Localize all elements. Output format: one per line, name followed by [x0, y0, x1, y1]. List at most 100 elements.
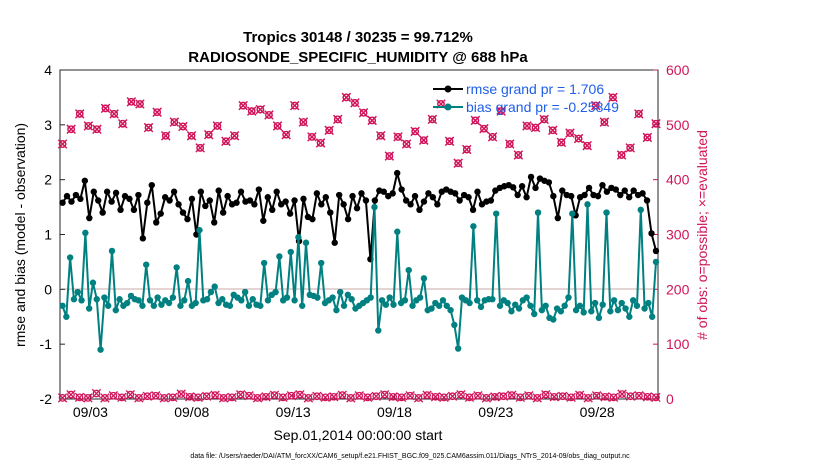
obs_bottom-point [91, 388, 102, 399]
obs_evaluated-point [221, 136, 231, 146]
bias-point [169, 294, 177, 301]
obs_bottom-point [447, 391, 458, 401]
bias-point [538, 306, 546, 314]
rmse-point [643, 197, 651, 204]
bias-point [595, 314, 603, 322]
obs_bottom-point [244, 391, 254, 401]
footnote: data file: /Users/raeder/DAI/ATM_forcXX/… [190, 453, 630, 460]
bias-point [451, 321, 458, 329]
bias-point [390, 301, 397, 308]
obs_evaluated-point [582, 141, 592, 151]
rmse-point [197, 188, 205, 195]
bias-point [633, 302, 641, 309]
series-bias [59, 201, 660, 353]
obs_evaluated-point [264, 110, 274, 120]
rmse-point [144, 199, 151, 206]
bias-point [219, 296, 226, 303]
obs_bottom-point [320, 392, 331, 403]
bias-point [66, 254, 74, 261]
obs_bottom-point [83, 393, 93, 403]
obs_bottom-point [261, 392, 271, 402]
bias-point [146, 297, 154, 304]
obs_evaluated-point [92, 124, 102, 134]
bias-point [439, 297, 447, 304]
obs_evaluated-point [341, 92, 352, 103]
rmse-point [175, 201, 182, 208]
x-tick-label: 09/28 [580, 404, 615, 420]
bias-point [184, 277, 192, 285]
obs_bottom-point [634, 391, 644, 401]
bias-point [238, 297, 245, 304]
rmse-point [81, 177, 89, 184]
left-tick-label: 0 [44, 281, 52, 297]
bias-point [386, 294, 393, 301]
rmse-point [434, 201, 441, 208]
obs_evaluated-point [599, 117, 610, 127]
obs_bottom-point [608, 392, 619, 403]
rmse-point [639, 190, 646, 197]
bias-point [569, 210, 576, 217]
bias-point [527, 302, 534, 309]
obs_bottom-point [558, 391, 568, 401]
bias-point [648, 313, 656, 320]
bias-point [344, 291, 352, 299]
bias-point [473, 297, 481, 304]
obs_bottom-point [252, 393, 263, 403]
obs_evaluated-point [539, 114, 549, 125]
rmse-point [282, 198, 289, 205]
legend-bias-marker [444, 103, 452, 111]
bias-point [291, 297, 298, 304]
obs_evaluated-point [333, 114, 343, 125]
obs_evaluated-point [376, 131, 386, 141]
rmse-point [523, 194, 530, 201]
bias-point [603, 209, 610, 216]
rmse-point [135, 191, 142, 199]
bias-point [287, 248, 294, 256]
bias-point [637, 206, 644, 214]
rmse-point [335, 191, 343, 199]
obs_evaluated-point [75, 109, 85, 119]
obs_evaluated-point [530, 122, 541, 133]
bias-point [245, 302, 253, 309]
bias-point [158, 301, 165, 308]
bias-point [283, 294, 291, 301]
rmse-point [371, 197, 379, 204]
rmse-point [273, 188, 280, 195]
rmse-point [215, 187, 222, 194]
obs_bottom-point [151, 391, 161, 401]
bias-point [588, 308, 595, 315]
obs_bottom-point [600, 392, 610, 402]
obs_bottom-point [439, 392, 449, 403]
rmse-point [95, 197, 102, 204]
bias-point [150, 302, 158, 309]
obs_bottom-point [464, 392, 475, 403]
rmse-point [211, 219, 218, 226]
bias-point [108, 247, 116, 255]
bias-point [82, 229, 89, 237]
bias-point [614, 306, 622, 314]
bias-point [409, 302, 416, 309]
obs_bottom-point [473, 391, 483, 401]
obs_evaluated-point [83, 121, 93, 131]
rmse-point [251, 201, 258, 208]
obs_evaluated-point [358, 108, 369, 118]
rmse-point [398, 186, 405, 193]
obs_bottom-point [159, 393, 169, 403]
rmse-point [344, 215, 352, 223]
bias-point [63, 313, 70, 320]
bias-point [394, 228, 401, 235]
bias-point [116, 296, 123, 303]
obs_evaluated-point [66, 124, 76, 134]
bias-point [97, 346, 104, 353]
rmse-point [126, 195, 133, 203]
rmse-point [429, 194, 437, 201]
obs_bottom-point [583, 393, 593, 403]
obs_bottom-point [185, 392, 195, 402]
rmse-point [286, 210, 294, 217]
left-axis: -2 -1 0 1 2 3 4 [40, 62, 65, 407]
bias-point [93, 296, 100, 303]
obs_evaluated-point [118, 119, 128, 129]
obs_bottom-point [269, 390, 280, 400]
obs_bottom-point [227, 392, 237, 403]
obs_bottom-point [413, 393, 424, 403]
